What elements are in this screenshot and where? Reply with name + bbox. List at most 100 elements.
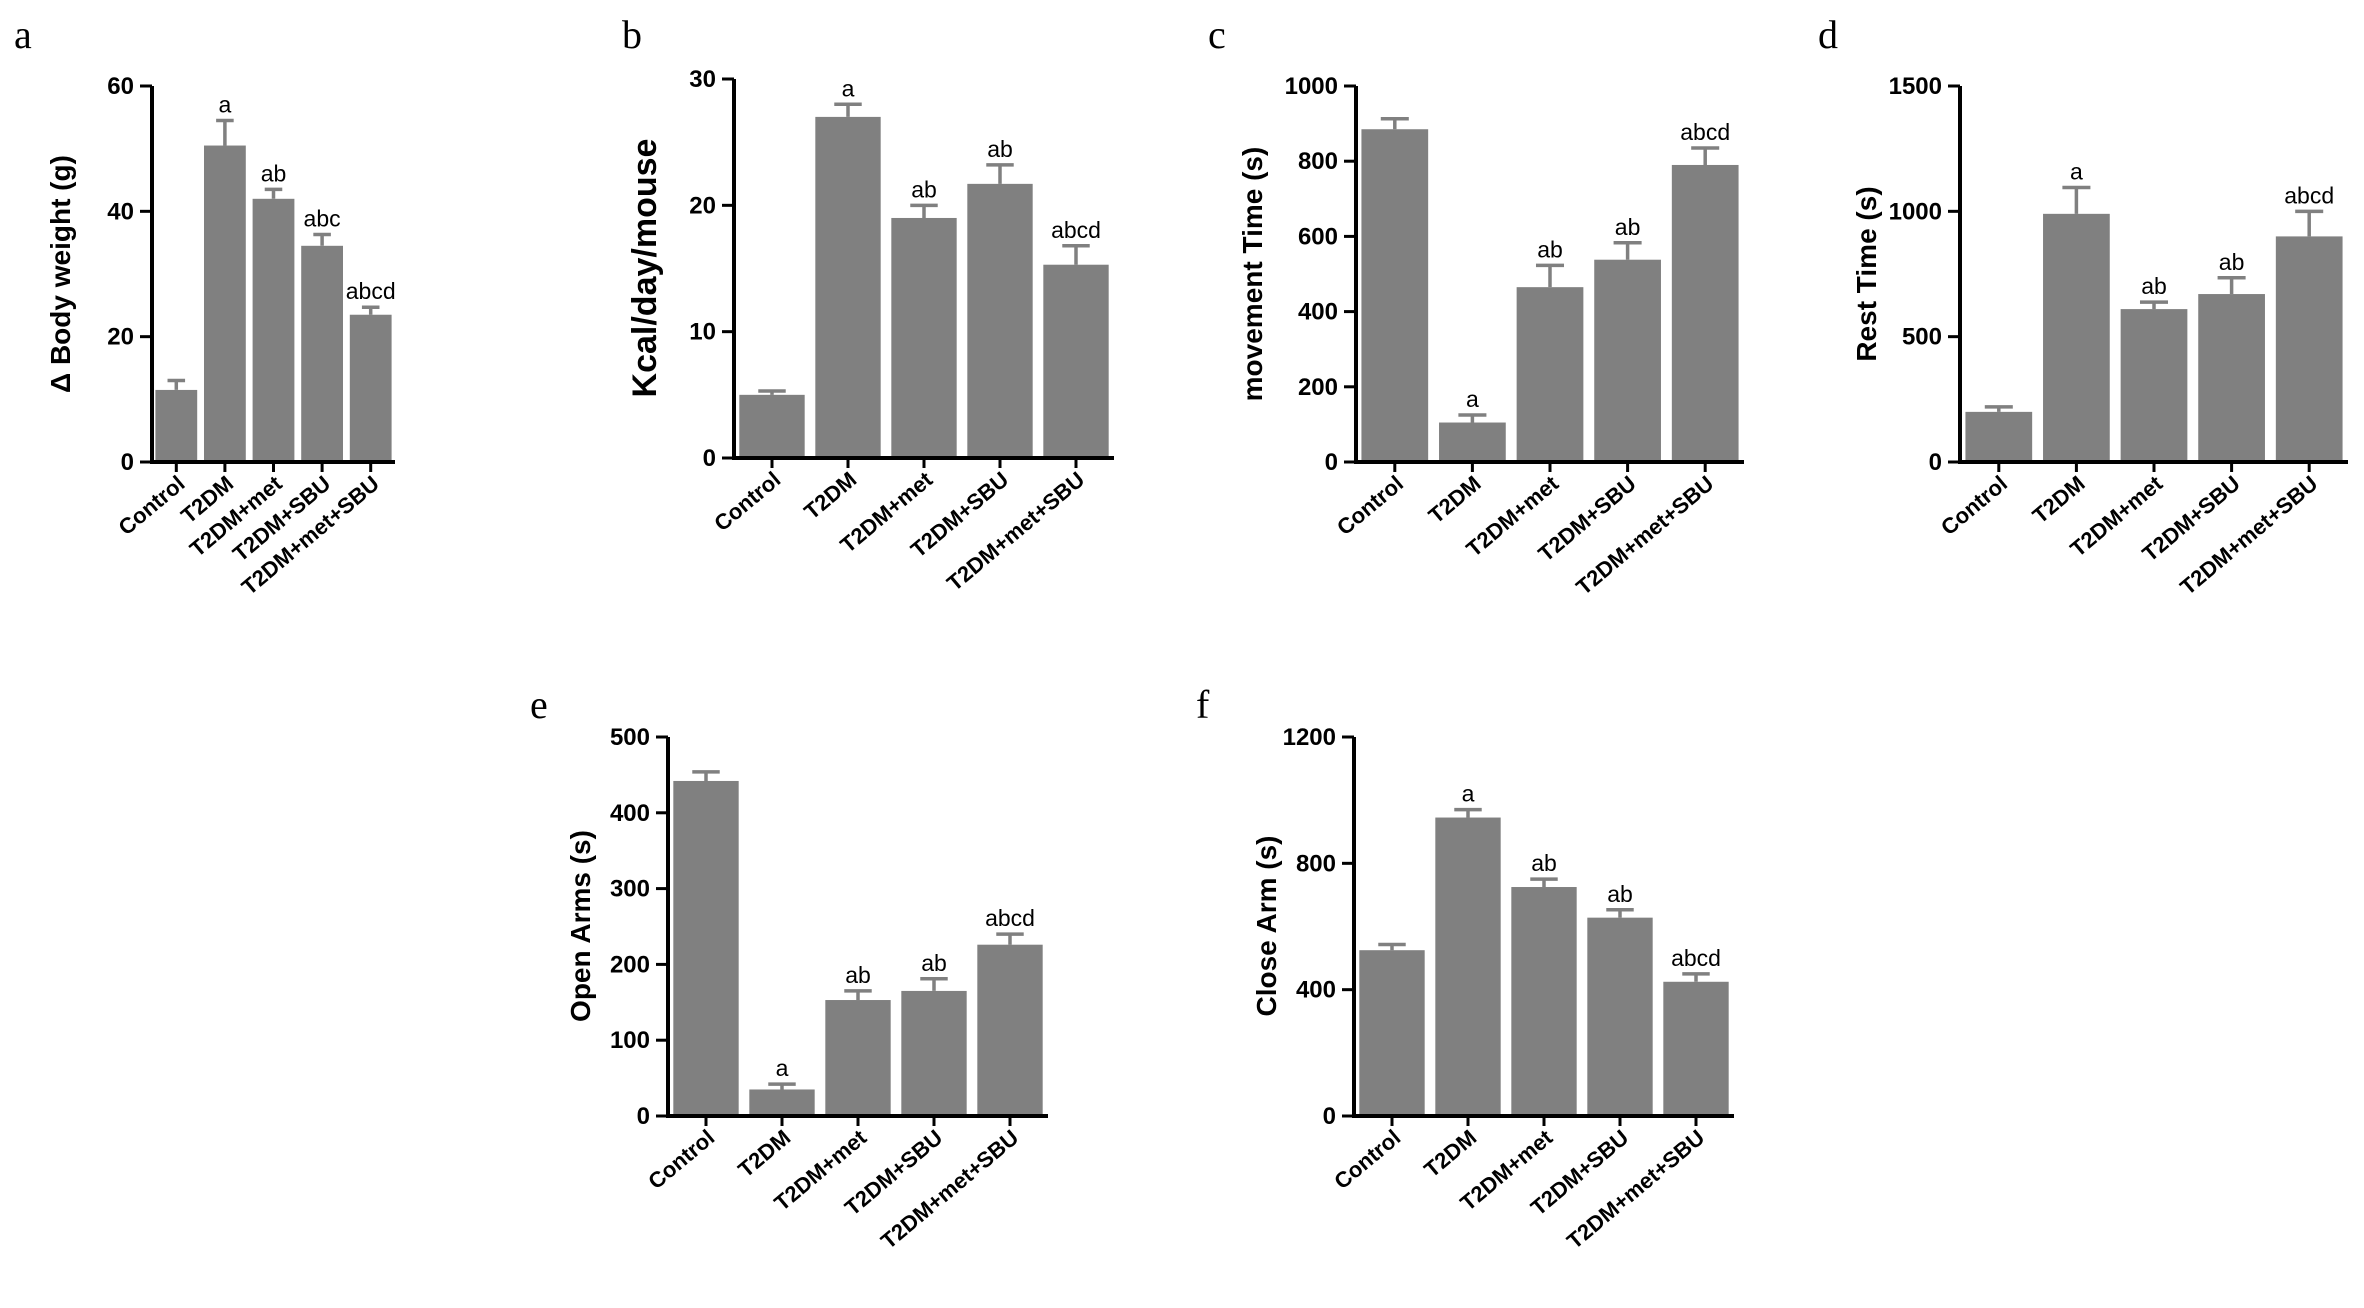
y-tick-label: 600 bbox=[1298, 223, 1338, 250]
bar-t2dm-plus-met bbox=[825, 1000, 891, 1116]
y-tick-label: 0 bbox=[1323, 1103, 1336, 1130]
y-tick-label: 40 bbox=[107, 198, 134, 225]
error-bar bbox=[361, 305, 380, 315]
error-bar bbox=[1454, 807, 1482, 818]
significance-label: ab bbox=[845, 962, 871, 988]
significance-label: abcd bbox=[346, 278, 396, 304]
y-tick-label: 1000 bbox=[1285, 73, 1338, 100]
error-bar bbox=[2062, 185, 2091, 214]
x-tick-label: T2DM+met+SBU bbox=[1571, 471, 1718, 600]
chart-panel-b: bKcal/day/mouseControlaT2DMabT2DM+metabT… bbox=[622, 12, 1114, 596]
error-bar bbox=[313, 232, 331, 246]
y-axis-label: Δ Body weight (g) bbox=[45, 155, 76, 393]
error-bar bbox=[844, 989, 872, 1001]
significance-label: ab bbox=[2219, 249, 2245, 275]
error-bar bbox=[986, 163, 1014, 184]
error-bar bbox=[834, 102, 862, 117]
error-bar bbox=[1613, 241, 1642, 260]
bar-t2dm-plus-met bbox=[891, 217, 957, 458]
x-tick-label: T2DM+met+SBU bbox=[942, 467, 1089, 596]
panel-letter: e bbox=[530, 682, 548, 727]
bar-t2dm-plus-met-plus-sbu bbox=[1671, 164, 1739, 462]
error-bar bbox=[758, 389, 786, 395]
x-tick-label: Control bbox=[1936, 471, 2012, 540]
bar-control bbox=[1361, 129, 1429, 463]
error-bar bbox=[1062, 244, 1090, 265]
significance-label: ab bbox=[1531, 850, 1557, 876]
y-tick-label: 200 bbox=[610, 951, 650, 978]
bar-t2dm-plus-met-plus-sbu bbox=[1663, 981, 1729, 1116]
bar-t2dm-plus-met bbox=[2120, 309, 2188, 462]
x-tick-label: Control bbox=[114, 471, 190, 540]
significance-label: abcd bbox=[2284, 182, 2334, 208]
bar-t2dm bbox=[204, 145, 246, 463]
y-tick-label: 0 bbox=[637, 1103, 650, 1130]
y-tick-label: 0 bbox=[121, 449, 134, 476]
bar-t2dm-plus-met bbox=[1516, 287, 1584, 462]
error-bar bbox=[1606, 908, 1634, 918]
bar-t2dm-plus-met-plus-sbu bbox=[977, 944, 1043, 1116]
y-tick-label: 800 bbox=[1298, 148, 1338, 175]
x-tick-label: T2DM bbox=[733, 1125, 795, 1183]
bar-t2dm-plus-met-plus-sbu bbox=[2275, 236, 2343, 462]
significance-label: a bbox=[1462, 781, 1475, 807]
y-tick-label: 1500 bbox=[1889, 73, 1942, 100]
bar-control bbox=[673, 780, 739, 1116]
significance-label: ab bbox=[987, 136, 1013, 162]
error-bar bbox=[2139, 300, 2169, 310]
error-bar bbox=[167, 378, 186, 390]
y-tick-label: 500 bbox=[1902, 324, 1942, 351]
bar-t2dm-plus-sbu bbox=[1587, 917, 1653, 1116]
significance-label: abcd bbox=[1680, 119, 1730, 145]
y-tick-label: 300 bbox=[610, 876, 650, 903]
y-tick-label: 0 bbox=[703, 445, 716, 472]
error-bar bbox=[768, 1082, 796, 1090]
error-bar bbox=[920, 977, 948, 991]
panel-letter: d bbox=[1818, 12, 1838, 57]
y-tick-label: 400 bbox=[1298, 299, 1338, 326]
y-tick-label: 0 bbox=[1929, 449, 1942, 476]
error-bar bbox=[996, 932, 1024, 945]
y-tick-label: 20 bbox=[107, 324, 134, 351]
chart-panel-c: c movement Time (s) Control a T2DM ab T2DM+met… bbox=[1208, 12, 1744, 600]
significance-label: abcd bbox=[1671, 945, 1721, 971]
bar-control bbox=[739, 394, 805, 458]
y-tick-label: 100 bbox=[610, 1027, 650, 1054]
y-axis-label: movement Time (s) bbox=[1237, 147, 1268, 402]
error-bar bbox=[1984, 405, 2013, 412]
bar-control bbox=[1359, 950, 1425, 1116]
bar-control bbox=[1965, 411, 2033, 462]
x-tick-label: T2DM+met+SBU bbox=[1562, 1125, 1709, 1254]
bar-t2dm-plus-sbu bbox=[1594, 259, 1661, 462]
error-bar bbox=[1378, 942, 1406, 951]
bar-t2dm bbox=[749, 1089, 815, 1116]
error-bar bbox=[1380, 116, 1409, 130]
significance-label: ab bbox=[1537, 236, 1563, 262]
significance-label: a bbox=[219, 91, 232, 117]
error-bar bbox=[264, 187, 283, 199]
error-bar bbox=[216, 118, 234, 146]
y-tick-label: 60 bbox=[107, 73, 134, 100]
x-tick-label: T2DM+met+SBU bbox=[2175, 471, 2322, 600]
y-axis-label: Rest Time (s) bbox=[1851, 186, 1882, 361]
x-tick-label: Control bbox=[709, 467, 785, 536]
y-tick-label: 20 bbox=[689, 192, 716, 219]
x-tick-label: Control bbox=[643, 1125, 719, 1194]
chart-panel-a: aΔ Body weight (g)ControlaT2DMabT2DM+met… bbox=[14, 12, 396, 600]
bar-t2dm-plus-met bbox=[252, 198, 295, 463]
x-tick-label: Control bbox=[1329, 1125, 1405, 1194]
significance-label: abcd bbox=[985, 905, 1035, 931]
error-bar bbox=[1530, 877, 1558, 888]
y-tick-label: 10 bbox=[689, 319, 716, 346]
error-bar bbox=[1682, 972, 1710, 982]
x-tick-label: T2DM bbox=[1419, 1125, 1481, 1183]
significance-label: a bbox=[2070, 159, 2083, 185]
bar-t2dm bbox=[815, 116, 881, 459]
x-tick-label: Control bbox=[1332, 471, 1408, 540]
y-tick-label: 1200 bbox=[1283, 724, 1336, 751]
y-axis-label: Kcal/day/mouse bbox=[626, 139, 664, 398]
y-axis-label: Close Arm (s) bbox=[1251, 835, 1282, 1016]
